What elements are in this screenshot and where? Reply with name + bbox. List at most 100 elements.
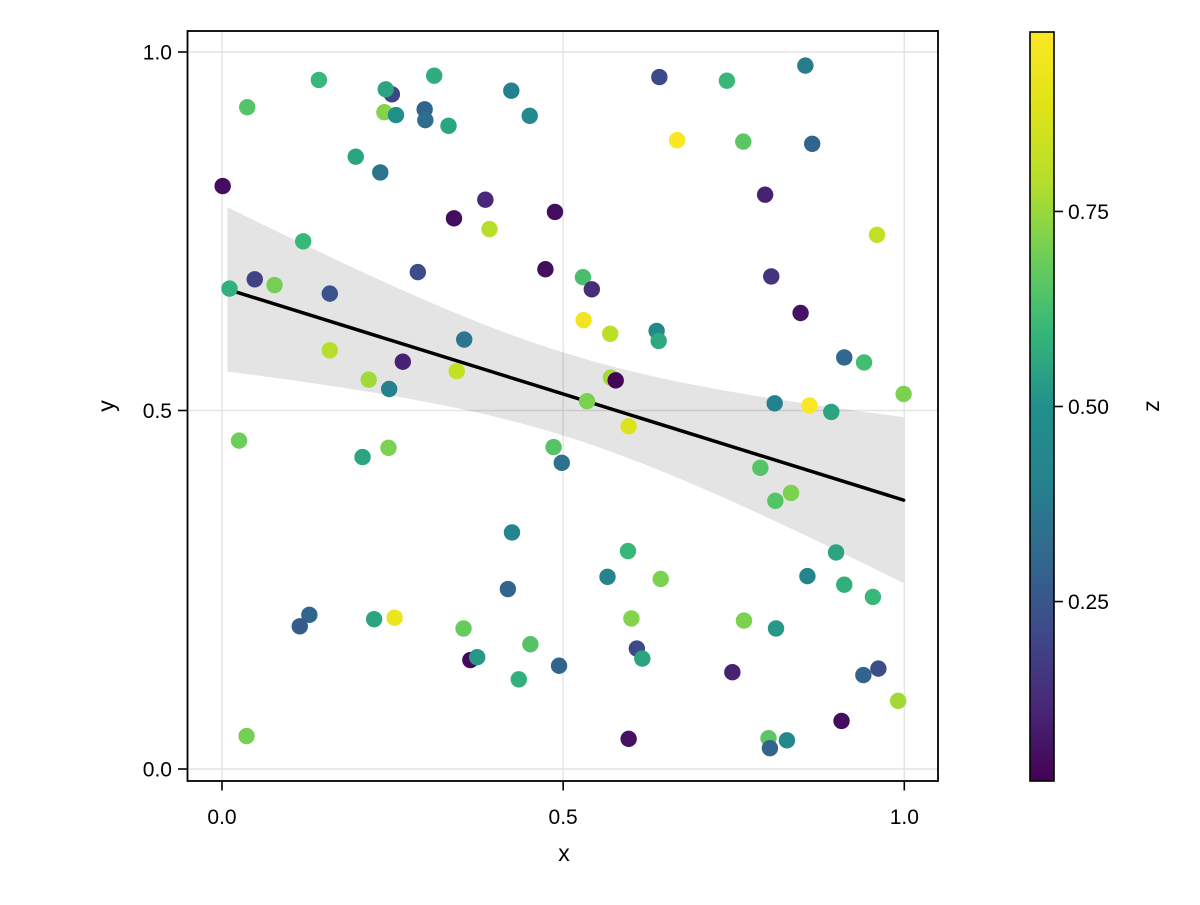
data-point [214,178,230,194]
colorbar-label: z [1138,400,1164,412]
data-point [620,731,636,747]
y-tick-label: 1.0 [143,42,172,65]
data-point [634,650,650,666]
data-point [456,331,472,347]
colorbar-tick-labels: 0.25 0.50 0.75 [1068,201,1109,614]
data-point [381,381,397,397]
data-point [481,221,497,237]
data-point [890,693,906,709]
data-point [828,544,844,560]
data-point [522,108,538,124]
data-point [752,460,768,476]
data-point [736,612,752,628]
data-point [511,671,527,687]
data-point [792,305,808,321]
data-point [719,72,735,88]
data-point [503,83,519,99]
colorbar-tick-label: 0.75 [1068,201,1109,224]
data-point [477,192,493,208]
data-point [620,543,636,559]
data-point [504,524,520,540]
data-point [607,372,623,388]
x-tick-label: 1.0 [890,806,919,829]
data-point [865,589,881,605]
data-point [762,740,778,756]
data-point [295,233,311,249]
data-point [554,455,570,471]
data-point [869,227,885,243]
data-point [537,261,553,277]
data-point [386,610,402,626]
data-point [449,363,465,379]
data-point [870,660,886,676]
data-point [766,395,782,411]
data-point [426,67,442,83]
data-point [417,112,433,128]
x-tick-label: 0.0 [207,806,236,829]
data-point [768,620,784,636]
data-point [469,649,485,665]
data-point [799,568,815,584]
data-point [247,271,263,287]
data-point [360,371,376,387]
data-point [599,569,615,585]
data-point [856,354,872,370]
data-point [545,439,561,455]
data-point [221,280,237,296]
data-point [797,57,813,73]
y-tick-label: 0.0 [143,759,172,782]
data-point [446,210,462,226]
data-point [395,354,411,370]
colorbar-tick-label: 0.50 [1068,396,1109,419]
data-point [779,732,795,748]
data-point [311,72,327,88]
data-point [653,571,669,587]
data-point [895,386,911,402]
data-point [620,418,636,434]
data-point [440,118,456,134]
data-point [238,728,254,744]
data-point [551,658,567,674]
scatter-plot: 0.0 0.5 1.0 0.0 0.5 1.0 0.25 0.50 0.75 x y z [0,0,1200,900]
figure: 0.0 0.5 1.0 0.0 0.5 1.0 0.25 0.50 0.75 x y z [0,0,1200,900]
data-point [757,186,773,202]
data-point [266,277,282,293]
data-point [575,312,591,328]
data-point [239,99,255,115]
data-point [783,485,799,501]
data-point [292,618,308,634]
data-point [724,664,740,680]
data-point [801,397,817,413]
data-point [547,204,563,220]
data-point [579,393,595,409]
data-point [455,620,471,636]
data-point [823,404,839,420]
data-point [651,69,667,85]
data-point [348,148,364,164]
data-point [767,493,783,509]
data-point [231,432,247,448]
data-point [836,349,852,365]
x-axis-label: x [558,840,570,866]
data-point [669,132,685,148]
colorbar-ticks [1054,211,1063,601]
data-point [735,133,751,149]
data-point [410,264,426,280]
data-point [650,333,666,349]
data-point [354,449,370,465]
data-point [584,281,600,297]
y-tick-label: 0.5 [143,400,172,423]
data-point [623,610,639,626]
x-tick-label: 0.5 [549,806,578,829]
y-axis-label: y [93,400,119,412]
data-point [388,107,404,123]
data-point [322,342,338,358]
data-point [500,581,516,597]
data-point [804,136,820,152]
data-point [378,81,394,97]
data-point [380,440,396,456]
data-point [763,268,779,284]
data-point [372,164,388,180]
data-point [833,713,849,729]
colorbar-tick-label: 0.25 [1068,591,1109,614]
